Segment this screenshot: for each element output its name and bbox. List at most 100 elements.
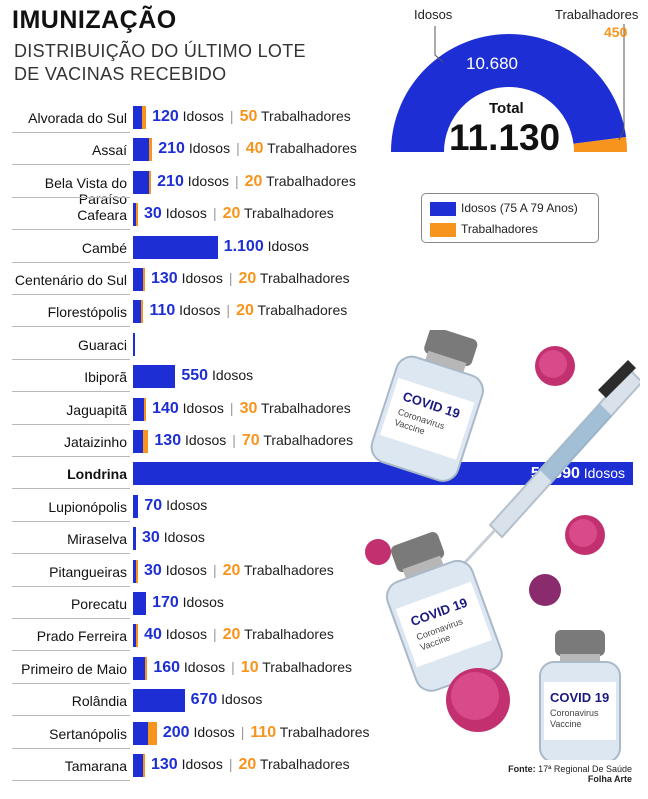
data-label: 670 Idosos <box>190 691 263 709</box>
legend-label-idosos: Idosos (75 A 79 Anos) <box>461 201 578 215</box>
gauge-leader-trabalhadores <box>618 24 625 141</box>
bar-trabalhadores <box>136 624 139 648</box>
bar-row: Tamarana 130 Idosos | 20 Trabalhadores <box>0 750 648 782</box>
row-divider <box>12 682 130 684</box>
category-label: Porecatu <box>70 596 127 612</box>
gauge-chart <box>391 24 627 153</box>
category-label: Tamarana <box>64 758 127 774</box>
bar-row: Centenário do Sul 130 Idosos | 20 Trabalhad… <box>0 264 648 296</box>
gauge-label-idosos: Idosos <box>414 7 453 22</box>
data-label: 550 Idosos <box>181 367 254 385</box>
legend-item-trabalhadores: Trabalhadores <box>430 222 538 237</box>
row-divider <box>12 553 130 555</box>
row-divider <box>12 326 130 328</box>
category-label: Jataizinho <box>63 434 127 450</box>
bar-idosos <box>133 235 218 259</box>
gauge-segment-idosos <box>391 34 627 153</box>
bar-idosos <box>133 106 143 129</box>
vial-sublabel-3b: Vaccine <box>550 719 581 729</box>
vial-sublabel-3: Coronavirus <box>550 708 599 718</box>
row-divider <box>12 488 130 490</box>
vaccine-vial-icon: COVID 19 Coronavirus Vaccine <box>539 630 621 760</box>
legend-swatch-trabalhadores <box>430 222 456 237</box>
bar-idosos <box>133 656 146 680</box>
bar-row: Lupionópolis 70 Idosos <box>0 491 648 523</box>
bar-idosos <box>133 268 143 291</box>
category-label: Centenário do Sul <box>14 272 127 288</box>
legend-label-trabalhadores: Trabalhadores <box>461 222 538 236</box>
bar-row: Jataizinho 130 Idosos | 70 Trabalhadores <box>0 426 648 458</box>
data-label: 130 Idosos | 20 Trabalhadores <box>151 756 350 773</box>
row-divider <box>12 196 130 198</box>
data-label: 120 Idosos | 50 Trabalhadores <box>152 108 351 125</box>
bar-idosos <box>133 527 136 551</box>
category-label: Primeiro de Maio <box>21 660 127 677</box>
bar-row: Miraselva 30 Idosos <box>0 523 648 555</box>
source-text: 17ª Regional De Saúde <box>538 764 632 774</box>
vaccine-illustration: COVID 19 Coronavirus Vaccine COVID 19 Co… <box>365 330 640 760</box>
source-label: Fonte: <box>508 764 536 774</box>
category-label: Jaguapitã <box>66 401 127 418</box>
category-label: Cafeara <box>77 207 127 224</box>
bar-idosos <box>133 754 143 777</box>
category-label: Ibiporã <box>84 369 127 386</box>
bar-trabalhadores <box>142 106 147 129</box>
row-divider <box>12 780 130 781</box>
bar-idosos <box>133 300 142 324</box>
data-label: 1.100 Idosos <box>223 237 309 255</box>
subtitle-line-1: DISTRIBUIÇÃO DO ÚLTIMO LOTE <box>14 41 306 61</box>
bar-trabalhadores <box>149 170 152 194</box>
bar-idosos <box>133 170 150 194</box>
data-label: 140 Idosos | 30 Trabalhadores <box>152 399 351 417</box>
bar-trabalhadores <box>145 656 148 680</box>
bar-row: Sertanópolis 200 Idosos | 110 Trabalhadores <box>0 718 648 750</box>
bar-idosos <box>133 721 149 745</box>
row-divider <box>12 747 130 749</box>
bar-idosos <box>133 689 185 713</box>
bar-row: Cambé 1.100 Idosos <box>0 232 648 264</box>
gauge-value-trabalhadores: 450 <box>604 24 628 40</box>
data-label: 30 Idosos <box>142 529 205 547</box>
bar-trabalhadores <box>143 754 145 777</box>
row-divider <box>12 358 130 360</box>
legend-swatch-idosos <box>430 201 456 216</box>
legend-item-idosos: Idosos (75 A 79 Anos) <box>430 201 578 216</box>
source-credit: Folha Arte <box>587 774 632 784</box>
bar-trabalhadores <box>148 721 157 745</box>
category-label: Alvorada do Sul <box>28 110 127 126</box>
category-label: Cambé <box>81 239 127 256</box>
bar-idosos <box>133 559 136 583</box>
bar-idosos <box>133 365 176 389</box>
bar-idosos <box>133 462 633 486</box>
bar-row: Prado Ferreira 40 Idosos | 20 Trabalhadores <box>0 620 648 652</box>
source-note: Fonte: 17ª Regional De Saúde Folha Arte <box>496 764 632 784</box>
category-label: Prado Ferreira <box>36 628 127 645</box>
data-label: 200 Idosos | 110 Trabalhadores <box>162 723 370 741</box>
bar-trabalhadores <box>141 300 144 324</box>
bar-row: Assaí 210 Idosos | 40 Trabalhadores <box>0 134 648 166</box>
bar-trabalhadores <box>143 430 149 453</box>
gauge-segment-trabalhadores <box>573 137 627 152</box>
data-label: 210 Idosos | 20 Trabalhadores <box>157 172 356 190</box>
virus-icon <box>365 346 605 732</box>
bar-trabalhadores <box>136 559 138 583</box>
row-divider <box>12 520 130 522</box>
bar-idosos <box>133 430 143 453</box>
row-divider <box>12 261 130 263</box>
row-divider <box>12 132 130 133</box>
vial-label-3: COVID 19 <box>550 690 609 705</box>
bar-idosos <box>133 624 137 648</box>
row-divider <box>12 391 130 393</box>
bar-idosos <box>133 203 136 227</box>
bar-idosos <box>133 494 139 518</box>
gauge-leader-idosos <box>434 26 444 63</box>
category-label: Pitangueiras <box>49 563 127 580</box>
category-label: Londrina <box>67 466 127 483</box>
bar-row: Ibiporã 550 Idosos <box>0 361 648 393</box>
row-divider <box>12 715 130 717</box>
data-label: 130 Idosos | 70 Trabalhadores <box>154 432 354 449</box>
bar-row: Florestópolis 110 Idosos | 20 Trabalhadores <box>0 296 648 328</box>
data-label: 30 Idosos | 20 Trabalhadores <box>144 205 334 223</box>
title: IMUNIZAÇÃO <box>12 6 177 34</box>
bar-row: Cafeara 30 Idosos | 20 Trabalhadores <box>0 199 648 231</box>
